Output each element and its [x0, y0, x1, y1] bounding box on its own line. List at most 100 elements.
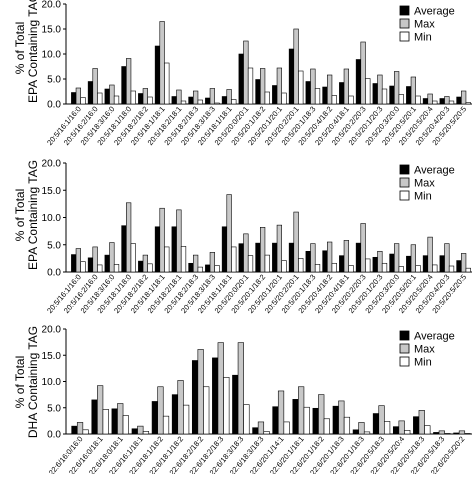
- bar-max: [259, 227, 266, 273]
- bar-max: [226, 194, 232, 273]
- bar-max: [92, 68, 98, 105]
- bar-average: [154, 226, 161, 273]
- bar-average: [305, 250, 311, 273]
- bar-average: [433, 432, 440, 435]
- bar-max: [378, 405, 385, 435]
- bar-min: [164, 62, 170, 105]
- legend-swatch-average: [399, 164, 410, 175]
- bar-min: [147, 96, 153, 105]
- bar-min: [298, 258, 304, 273]
- legend-swatch-min: [399, 190, 410, 201]
- bar-min: [303, 406, 310, 435]
- bar-average: [272, 85, 278, 105]
- bar-max: [398, 420, 405, 435]
- bar-average: [413, 416, 420, 435]
- bar-average: [138, 93, 144, 105]
- bar-max: [418, 410, 425, 435]
- bar-min: [214, 265, 220, 273]
- bar-max: [393, 243, 400, 273]
- y-tick-label: 5.0: [47, 240, 61, 251]
- bar-min: [113, 95, 120, 105]
- bar-min: [164, 246, 170, 273]
- bar-max: [237, 342, 244, 435]
- y-tick-label: 10.0: [42, 50, 62, 61]
- bar-min: [381, 262, 388, 273]
- bar-max: [92, 246, 98, 273]
- legend-label-min: Min: [414, 32, 432, 44]
- bar-min: [365, 258, 371, 273]
- legend-swatch-min: [399, 31, 410, 42]
- bar-max: [377, 74, 383, 105]
- bar-average: [151, 401, 158, 435]
- bar-min: [97, 92, 103, 105]
- bar-min: [264, 254, 270, 273]
- bar-max: [444, 96, 450, 105]
- bar-max: [277, 390, 285, 435]
- bar-min: [444, 433, 451, 435]
- bar-average: [154, 45, 161, 105]
- bar-max: [310, 68, 316, 105]
- chart-panel-3: % of TotalDHA Containing TAG 0.0 5.0 10.0 15…: [13, 325, 472, 477]
- bar-min: [365, 78, 371, 105]
- bar-min: [314, 88, 321, 105]
- bar-min: [348, 265, 354, 273]
- bar-average: [439, 98, 445, 105]
- bar-min: [102, 409, 109, 435]
- bar-min: [231, 246, 237, 273]
- bar-max: [293, 211, 299, 273]
- bar-min: [343, 416, 351, 435]
- bar-max: [159, 21, 165, 105]
- bar-average: [322, 86, 328, 105]
- bar-average: [111, 408, 118, 435]
- bar-max: [76, 422, 84, 435]
- bar-min: [464, 433, 471, 435]
- bar-max: [192, 254, 199, 273]
- bar-min: [122, 415, 129, 435]
- bar-average: [292, 399, 299, 435]
- bar-min: [281, 260, 287, 273]
- bar-max: [197, 349, 204, 435]
- bar-average: [238, 243, 244, 273]
- bar-min: [448, 100, 455, 105]
- bar-average: [138, 260, 144, 273]
- bar-min: [197, 266, 203, 273]
- bar-max: [318, 394, 325, 435]
- bar-max: [243, 233, 249, 273]
- bar-min: [247, 255, 254, 273]
- bar-max: [410, 76, 417, 105]
- y-tick-label: 0.0: [47, 268, 61, 279]
- bar-average: [171, 394, 179, 435]
- bar-average: [389, 85, 395, 105]
- chart-panel-1: % of TotalEPA Containing TAG 0.0 5.0 10.0 15…: [13, 0, 472, 147]
- bar-max: [243, 40, 249, 105]
- bar-max: [217, 342, 224, 435]
- bar-min: [231, 99, 237, 105]
- bar-min: [323, 418, 330, 435]
- bar-average: [188, 96, 194, 105]
- bar-max: [338, 400, 345, 435]
- bar-average: [238, 53, 244, 105]
- bar-average: [71, 92, 77, 105]
- bar-max: [209, 252, 216, 273]
- bar-average: [171, 226, 177, 273]
- bar-average: [188, 262, 194, 273]
- y-tick-label: 20.0: [42, 325, 62, 336]
- bar-min: [281, 92, 287, 105]
- bar-min: [432, 100, 438, 105]
- bar-max: [343, 240, 350, 273]
- bar-min: [263, 431, 270, 435]
- legend-label-max: Max: [414, 344, 435, 356]
- bar-average: [392, 426, 400, 435]
- bar-min: [404, 430, 411, 435]
- bar-min: [180, 100, 187, 105]
- bar-max: [276, 67, 283, 105]
- bar-average: [205, 264, 211, 273]
- bar-average: [456, 260, 462, 273]
- legend-swatch-average: [399, 5, 410, 16]
- y-tick-label: 15.0: [42, 351, 62, 362]
- bar-max: [75, 87, 82, 105]
- bar-average: [87, 81, 94, 105]
- bar-average: [322, 250, 328, 273]
- legend-swatch-max: [399, 18, 410, 29]
- bar-min: [331, 262, 337, 273]
